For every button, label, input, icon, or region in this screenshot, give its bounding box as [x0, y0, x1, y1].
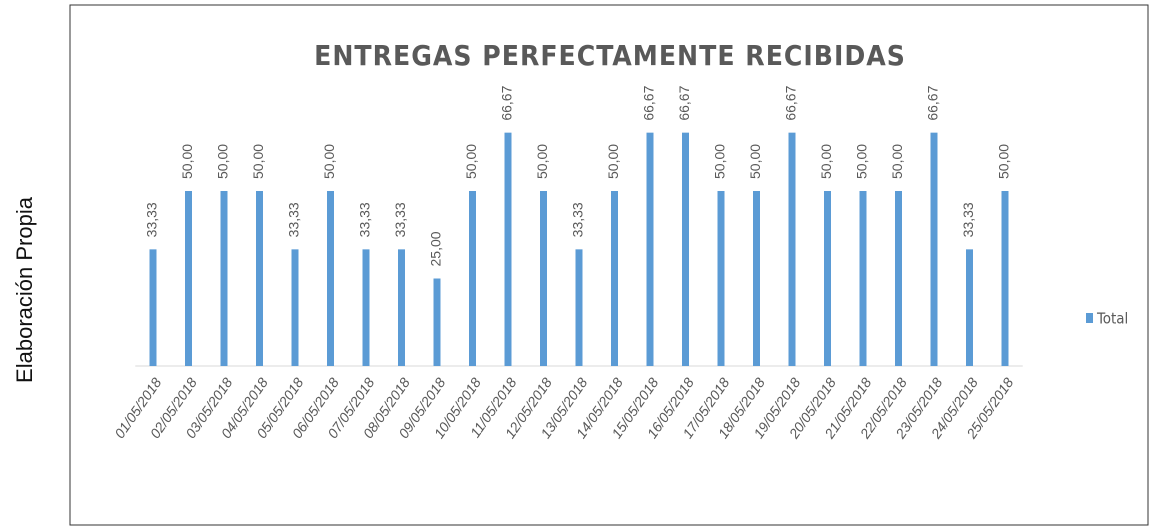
bar: [1001, 191, 1009, 366]
value-label: 50,00: [321, 144, 337, 179]
frame: [69, 4, 1149, 526]
value-label: 66,67: [783, 85, 799, 120]
value-label: 33,33: [392, 202, 408, 237]
value-label: 50,00: [854, 144, 870, 179]
bar: [398, 249, 405, 366]
value-label: 66,67: [499, 85, 515, 120]
value-label: 50,00: [747, 144, 763, 179]
bar: [717, 191, 725, 366]
value-label: 50,00: [889, 144, 905, 179]
legend-label: Total: [1096, 310, 1128, 328]
value-label: 25,00: [428, 231, 444, 266]
value-label: 33,33: [144, 202, 160, 237]
bar: [256, 191, 263, 366]
bar: [149, 249, 157, 366]
value-label: 50,00: [712, 144, 728, 179]
bar: [469, 191, 476, 366]
bar: [220, 191, 228, 366]
bar: [540, 191, 547, 366]
bar: [646, 132, 654, 366]
bar: [930, 132, 938, 366]
value-label: 66,67: [641, 85, 657, 120]
value-label: 50,00: [250, 144, 266, 179]
value-label: 33,33: [357, 202, 373, 237]
chart-title: ENTREGAS PERFECTAMENTE RECIBIDAS: [314, 39, 906, 72]
value-label: 50,00: [179, 144, 195, 179]
bar: [859, 191, 867, 366]
bar: [575, 249, 583, 366]
bar: [753, 191, 760, 366]
value-label: 50,00: [818, 144, 834, 179]
bar: [895, 191, 902, 366]
bar: [966, 249, 973, 366]
bar: [504, 132, 512, 366]
value-label: 50,00: [996, 144, 1012, 179]
value-label: 50,00: [605, 144, 621, 179]
value-label: 33,33: [960, 202, 976, 237]
bar: [362, 249, 370, 366]
value-label: 66,67: [925, 85, 941, 120]
value-label: 66,67: [676, 85, 692, 120]
bar: [433, 278, 441, 366]
bar: [824, 191, 831, 366]
bar: [185, 191, 192, 366]
value-label: 50,00: [534, 144, 550, 179]
value-label: 50,00: [215, 144, 231, 179]
value-label: 50,00: [463, 144, 479, 179]
bar: [611, 191, 618, 366]
bar: [291, 249, 299, 366]
bar: [788, 132, 796, 366]
side-note: Elaboración Propia: [12, 196, 37, 383]
value-label: 33,33: [286, 202, 302, 237]
value-label: 33,33: [570, 202, 586, 237]
legend-swatch: [1086, 313, 1093, 323]
bar: [682, 132, 689, 366]
bar: [327, 191, 334, 366]
